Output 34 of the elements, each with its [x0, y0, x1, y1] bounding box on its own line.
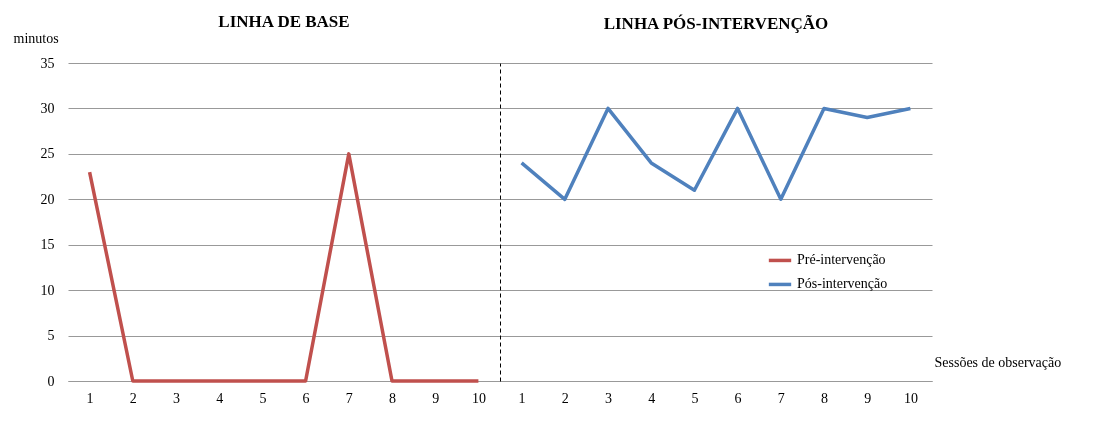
x-tick-label: 2	[561, 390, 569, 406]
y-tick-label: 5	[47, 328, 55, 344]
x-tick-label: 10	[903, 390, 918, 406]
y-tick-label: 25	[40, 146, 55, 162]
x-tick-label: 4	[648, 390, 656, 406]
x-tick-label: 8	[389, 390, 396, 406]
y-tick-label: 15	[40, 237, 55, 253]
x-tick-label: 5	[259, 390, 267, 406]
x-tick-label: 7	[777, 390, 785, 406]
chart-title: LINHA DE BASE	[218, 12, 350, 31]
x-tick-label: 3	[173, 390, 180, 406]
y-tick-label: 35	[40, 55, 55, 71]
x-tick-label: 5	[691, 390, 699, 406]
x-tick-label: 9	[864, 390, 872, 406]
chart-title: LINHA PÓS-INTERVENÇÃO	[603, 14, 829, 33]
x-tick-label: 6	[734, 390, 742, 406]
x-tick-label: 8	[821, 390, 828, 406]
x-tick-label: 9	[432, 390, 440, 406]
y-tick-label: 10	[40, 282, 55, 298]
y-tick-label: 20	[40, 191, 55, 207]
x-tick-label: 7	[345, 390, 353, 406]
x-tick-label: 4	[216, 390, 224, 406]
x-tick-label: 10	[471, 390, 486, 406]
x-tick-label: 1	[518, 390, 526, 406]
legend-label: Pré-intervenção	[797, 252, 886, 268]
y-axis-title: minutos	[13, 30, 59, 46]
x-tick-label: 2	[129, 390, 137, 406]
legend-label: Pós-intervenção	[797, 276, 888, 292]
y-tick-label: 0	[47, 373, 55, 389]
x-tick-label: 6	[302, 390, 310, 406]
x-axis-title: Sessões de observação	[934, 354, 1062, 370]
y-tick-label: 30	[40, 100, 55, 116]
x-tick-label: 3	[605, 390, 612, 406]
x-tick-label: 1	[86, 390, 94, 406]
